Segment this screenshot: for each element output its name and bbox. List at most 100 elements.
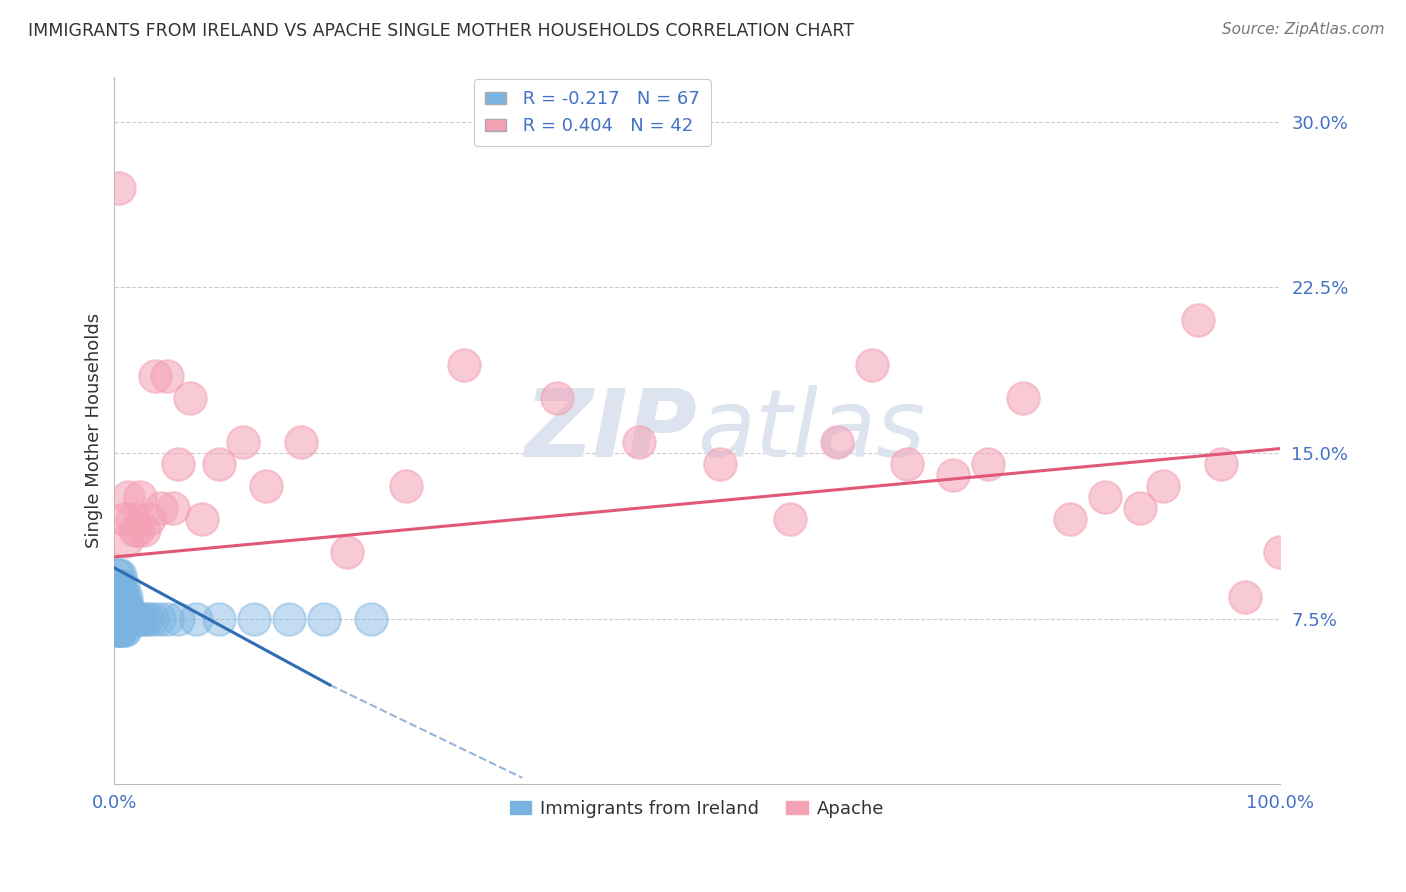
Text: ZIP: ZIP <box>524 385 697 477</box>
Point <box>1129 501 1152 516</box>
Point <box>942 468 965 483</box>
Point <box>860 358 883 372</box>
Point <box>117 600 139 615</box>
Point <box>208 457 231 471</box>
Point <box>129 490 152 504</box>
Point <box>129 612 152 626</box>
Point <box>627 434 650 449</box>
Point <box>1152 479 1174 493</box>
Point <box>191 512 214 526</box>
Point <box>179 391 201 405</box>
Point <box>132 612 155 626</box>
Point <box>112 512 135 526</box>
Point <box>232 434 254 449</box>
Point <box>110 590 132 604</box>
Point <box>110 600 132 615</box>
Point <box>117 490 139 504</box>
Point <box>546 391 568 405</box>
Point <box>107 590 129 604</box>
Point <box>122 612 145 626</box>
Point <box>1211 457 1233 471</box>
Point <box>112 623 135 637</box>
Point <box>336 545 359 559</box>
Point <box>108 590 131 604</box>
Point <box>314 612 336 626</box>
Point <box>110 578 132 592</box>
Point <box>184 612 207 626</box>
Point <box>104 600 127 615</box>
Point <box>110 623 132 637</box>
Point <box>167 457 190 471</box>
Point <box>290 434 312 449</box>
Point <box>111 590 134 604</box>
Point <box>148 612 170 626</box>
Point <box>104 612 127 626</box>
Point <box>124 612 146 626</box>
Point <box>121 612 143 626</box>
Point <box>115 590 138 604</box>
Point <box>208 612 231 626</box>
Point <box>107 612 129 626</box>
Point <box>825 434 848 449</box>
Point <box>162 501 184 516</box>
Point <box>112 600 135 615</box>
Point <box>111 578 134 592</box>
Point <box>108 623 131 637</box>
Point <box>114 612 136 626</box>
Point <box>115 612 138 626</box>
Point <box>105 590 128 604</box>
Point <box>360 612 382 626</box>
Point <box>111 600 134 615</box>
Point <box>114 623 136 637</box>
Point <box>779 512 801 526</box>
Point <box>121 512 143 526</box>
Point <box>107 578 129 592</box>
Point <box>110 567 132 582</box>
Point <box>453 358 475 372</box>
Point <box>105 567 128 582</box>
Point <box>138 512 160 526</box>
Point <box>110 623 132 637</box>
Point <box>115 612 138 626</box>
Point <box>108 181 131 195</box>
Point <box>254 479 277 493</box>
Point <box>1094 490 1116 504</box>
Point <box>108 578 131 592</box>
Point <box>1012 391 1035 405</box>
Point <box>141 612 163 626</box>
Point <box>167 612 190 626</box>
Point <box>105 600 128 615</box>
Point <box>127 612 149 626</box>
Text: atlas: atlas <box>697 385 925 476</box>
Point <box>114 600 136 615</box>
Point <box>104 578 127 592</box>
Point <box>112 612 135 626</box>
Point <box>107 567 129 582</box>
Point <box>108 600 131 615</box>
Point <box>117 612 139 626</box>
Point <box>112 590 135 604</box>
Point <box>1059 512 1081 526</box>
Legend: Immigrants from Ireland, Apache: Immigrants from Ireland, Apache <box>502 792 891 825</box>
Point <box>896 457 918 471</box>
Point <box>111 612 134 626</box>
Point <box>105 623 128 637</box>
Point <box>1268 545 1291 559</box>
Point <box>156 368 179 383</box>
Point <box>709 457 731 471</box>
Point <box>110 612 132 626</box>
Point <box>122 612 145 626</box>
Point <box>110 600 132 615</box>
Point <box>143 368 166 383</box>
Point <box>110 612 132 626</box>
Point <box>115 600 138 615</box>
Point <box>124 524 146 538</box>
Point <box>156 612 179 626</box>
Point <box>395 479 418 493</box>
Point <box>115 534 138 549</box>
Point <box>107 623 129 637</box>
Point <box>132 524 155 538</box>
Point <box>120 612 142 626</box>
Point <box>115 600 138 615</box>
Point <box>136 612 159 626</box>
